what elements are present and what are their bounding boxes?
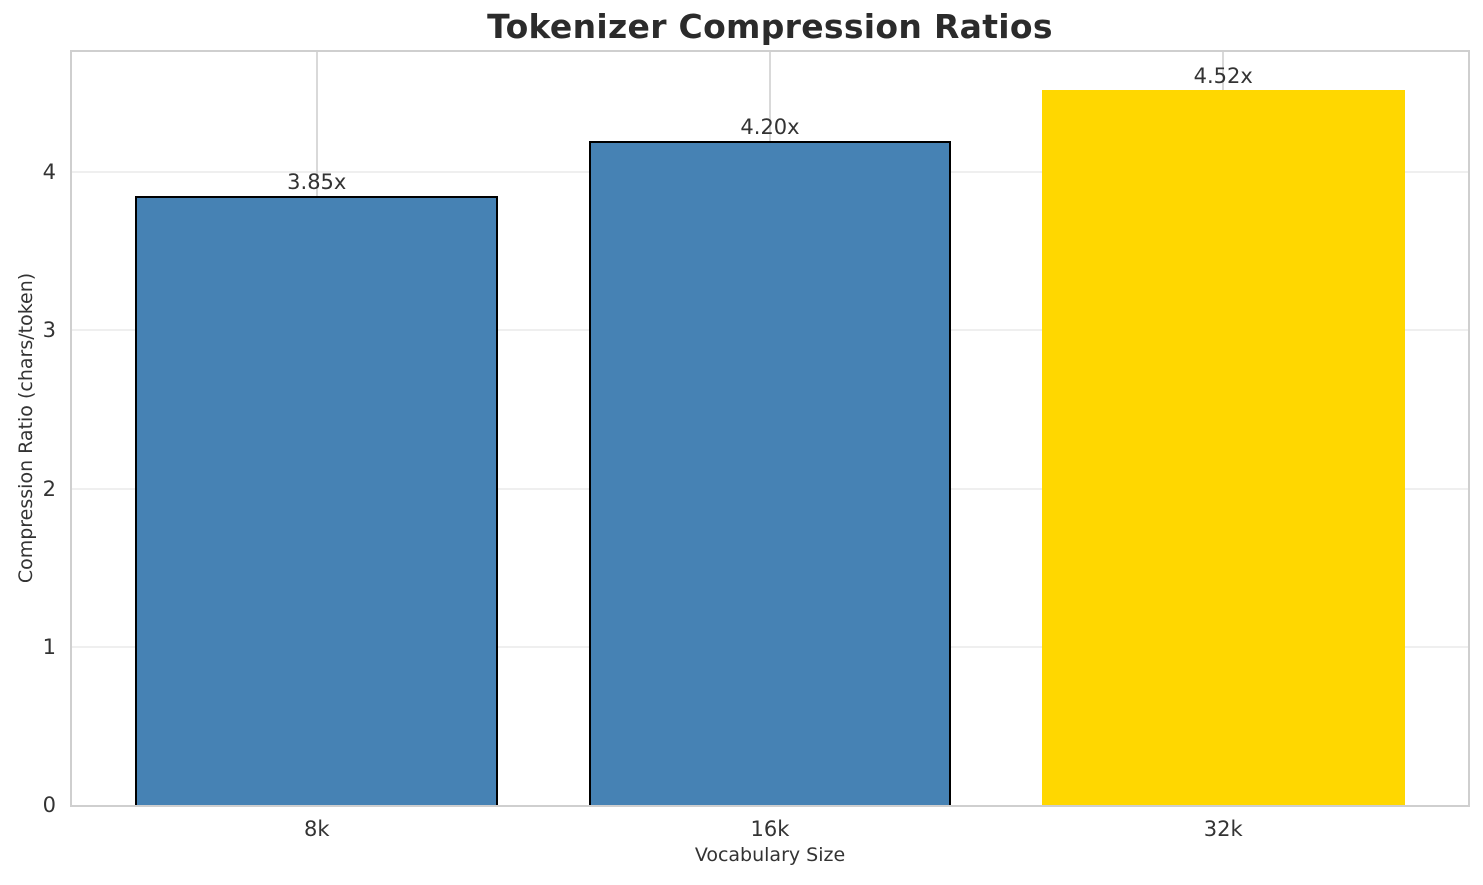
bar-8k: [135, 195, 499, 805]
y-tick-label-2: 2: [42, 476, 56, 501]
plot-area: 3.85x 4.20x 4.52x: [70, 50, 1470, 807]
bar-value-label-16k: 4.20x: [740, 114, 800, 139]
bar-16k: [588, 140, 952, 805]
bar-32k: [1041, 89, 1405, 805]
bar-value-label-32k: 4.52x: [1193, 63, 1253, 88]
y-tick-label-3: 3: [42, 318, 56, 343]
y-tick-label-4: 4: [42, 160, 56, 185]
y-tick-label-1: 1: [42, 634, 56, 659]
chart-title: Tokenizer Compression Ratios: [487, 7, 1053, 46]
y-tick-label-0: 0: [42, 793, 56, 817]
x-tick-label-8k: 8k: [303, 817, 330, 841]
bar-value-label-8k: 3.85x: [287, 169, 347, 194]
y-axis-label: Compression Ratio (chars/token): [15, 272, 37, 584]
x-tick-label-32k: 32k: [1203, 817, 1243, 841]
x-tick-label-16k: 16k: [750, 817, 790, 841]
x-axis-label: Vocabulary Size: [694, 844, 846, 866]
